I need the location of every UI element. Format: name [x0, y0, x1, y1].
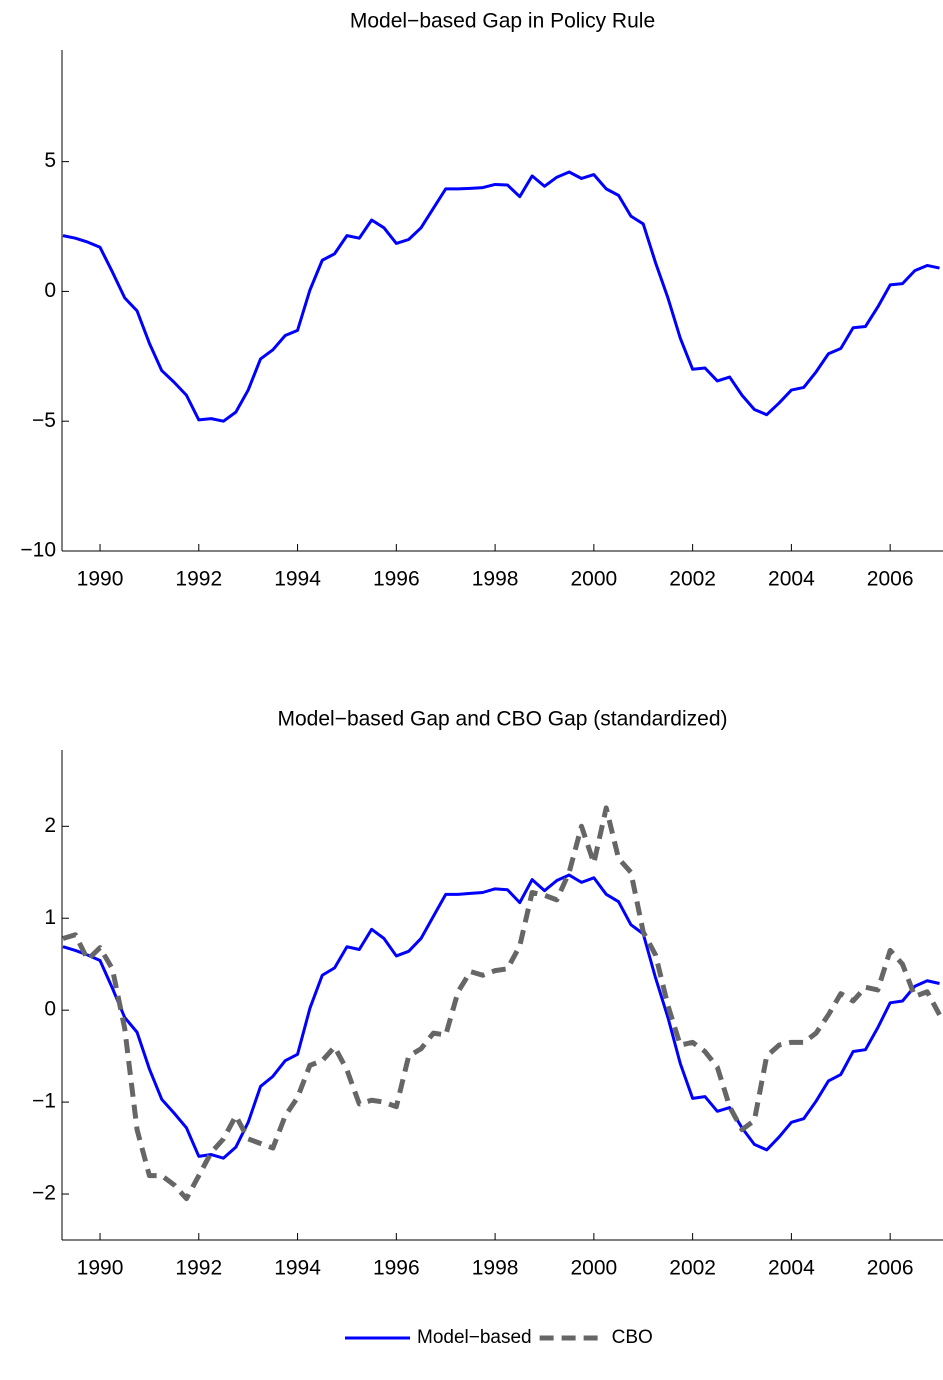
x-tick-label: 2006 [867, 568, 914, 591]
x-tick-label: 1992 [175, 1257, 222, 1280]
legend-label: CBO [612, 1327, 653, 1348]
x-tick-label: 2000 [570, 1257, 617, 1280]
x-tick-label: 2004 [768, 568, 815, 591]
x-tick-label: 1990 [77, 568, 124, 591]
x-tick-label: 2002 [669, 1257, 716, 1280]
chart-title: Model−based Gap and CBO Gap (standardize… [277, 708, 727, 731]
y-tick-label: 0 [44, 998, 56, 1021]
x-tick-label: 2002 [669, 568, 716, 591]
chart-title: Model−based Gap in Policy Rule [350, 10, 655, 33]
x-tick-label: 2004 [768, 1257, 815, 1280]
x-tick-label: 1992 [175, 568, 222, 591]
x-tick-label: 2000 [570, 568, 617, 591]
y-tick-label: 5 [44, 149, 56, 172]
series-line [62, 170, 940, 423]
y-tick-label: −10 [20, 539, 56, 562]
x-tick-label: 1990 [77, 1257, 124, 1280]
x-tick-label: 1994 [274, 1257, 321, 1280]
x-tick-label: 1994 [274, 568, 321, 591]
y-tick-label: 1 [44, 906, 56, 929]
x-tick-label: 1996 [373, 568, 420, 591]
y-tick-label: −2 [32, 1182, 56, 1205]
x-tick-label: 1996 [373, 1257, 420, 1280]
y-tick-label: −5 [32, 409, 56, 432]
x-tick-label: 1998 [472, 568, 519, 591]
x-tick-label: 1998 [472, 1257, 519, 1280]
legend-label: Model−based [417, 1327, 532, 1348]
series-line [62, 805, 942, 1202]
y-tick-label: 0 [44, 279, 56, 302]
series-line [62, 873, 940, 1160]
y-tick-label: −1 [32, 1090, 56, 1113]
y-tick-label: 2 [44, 814, 56, 837]
x-tick-label: 2006 [867, 1257, 914, 1280]
